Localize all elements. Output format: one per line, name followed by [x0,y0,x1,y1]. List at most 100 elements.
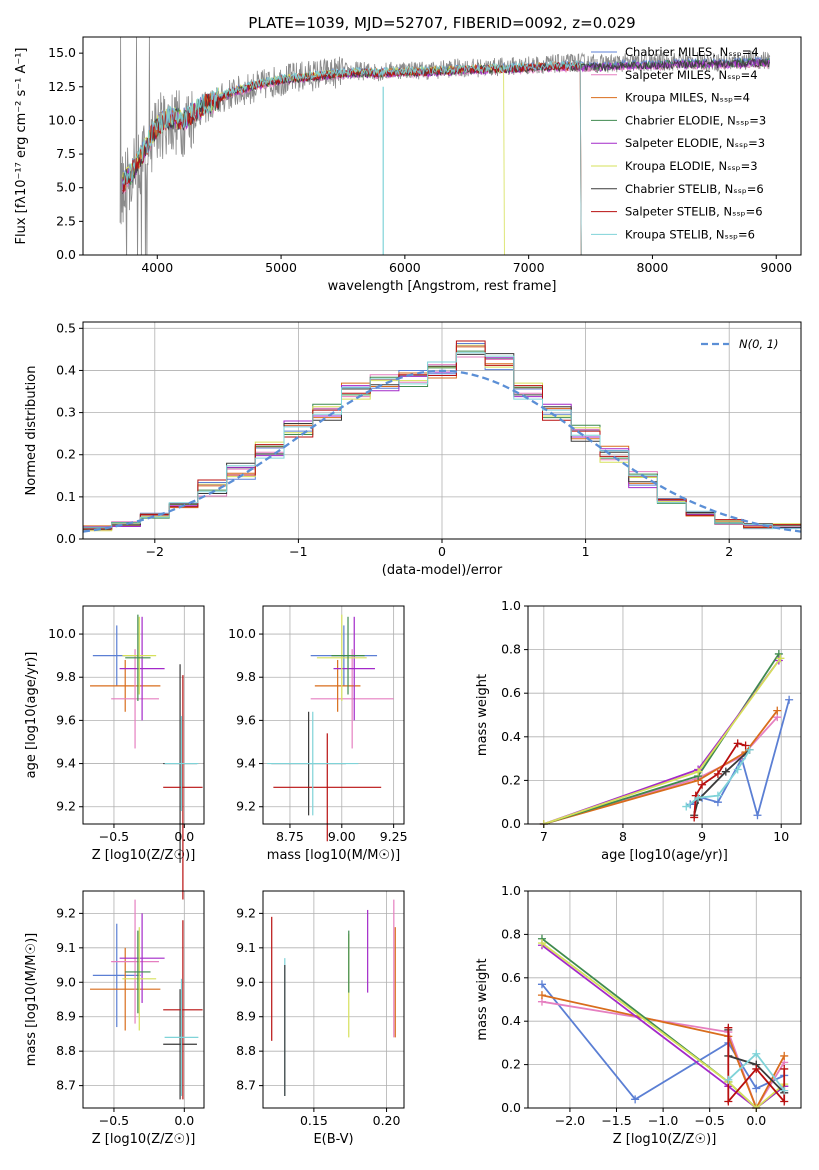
weight-marker [776,654,785,663]
legend-label: Kroupa MILES, Nₛₛₚ=4 [625,91,750,105]
weight-marker [741,741,750,750]
axes-frame [527,890,802,1109]
chart-age_vs_mass: 8.75 9.00 9.25 9.2 9.4 9.6 9.8 10.0 mass [log10(… [228,605,408,863]
gaussian-curve [82,369,802,533]
tick-label-x: 4000 [141,260,173,275]
weight-marker [721,767,730,776]
tick-label-y: 0.6 [501,970,521,985]
tick-label-y: 0.0 [56,247,76,262]
weight-marker [724,1075,733,1084]
tick-label-y: 9.2 [56,799,76,814]
tick-label-y: 9.6 [56,712,76,727]
tick-label-x: 9.25 [380,829,408,844]
tick-label-x: 0 [438,544,446,559]
weight-marker [752,1084,761,1093]
weight-marker [780,1086,789,1095]
tick-label-y: 0.2 [501,772,521,787]
tick-label-x: 7000 [513,260,545,275]
tick-label-x: 7 [540,829,548,844]
weight-marker [745,745,754,754]
chart-weight_vs_age: 7 8 9 10 0.0 0.2 0.4 0.6 0.8 1.0 age [log10(age/yr… [475,598,802,863]
tick-label-x: 2 [725,544,733,559]
weight-marker [694,767,703,776]
axis-label-y: mass weight [475,674,490,756]
tick-label-y: 0.5 [56,320,76,335]
axis-label-x: wavelength [Angstrom, rest frame] [328,279,557,294]
tick-label-y: 8.8 [236,1043,256,1058]
tick-label-x: 0.0 [746,1113,766,1128]
chart-weight_vs_Z: −2.0 −1.5 −1.0 −0.5 0.0 0.0 0.2 0.4 0.6 0.8 1.0 Z [… [475,883,802,1147]
tick-label-y: 0.8 [501,926,521,941]
axis-label-x: age [log10(age/yr)] [601,848,728,863]
axis-label-y: age [log10(age/yr)] [24,652,39,779]
tick-label-y: 0.2 [56,447,76,462]
axis-label-y: mass weight [475,958,490,1040]
histogram-step [83,352,801,530]
axes-frame [262,605,405,825]
weight-marker [537,980,546,989]
weight-marker [724,1097,733,1106]
tick-label-x: −0.5 [99,1113,129,1128]
tick-label-y: 15.0 [48,45,76,60]
tick-label-y: 0.3 [56,405,76,420]
histogram-step [83,340,801,530]
chart-spectrum: Chabrier MILES, Nₛₛₚ=4 Salpeter MILES, Nₛ… [14,36,802,294]
tick-label-y: 9.1 [56,940,76,955]
weight-marker [682,802,691,811]
tick-label-y: 0.0 [501,1100,521,1115]
weight-marker [752,1049,761,1058]
legend-label: Kroupa STELIB, Nₛₛₚ=6 [625,227,755,241]
tick-label-x: 0.15 [300,1113,328,1128]
spectrum-plot-area [119,37,771,255]
legend-label: Chabrier MILES, Nₛₛₚ=4 [625,45,759,59]
tick-label-x: 9 [698,829,706,844]
axis-label-x: Z [log10(Z/Z☉)] [613,1132,717,1147]
weight-marker [713,769,722,778]
tick-label-y: 8.7 [56,1078,76,1093]
tick-label-x: −1 [289,544,307,559]
weight-marker [537,991,546,1000]
weight-marker [753,811,762,820]
tick-label-y: 10.0 [228,626,256,641]
tick-label-y: 0.4 [501,729,521,744]
chart-mass_vs_Z: −0.5 0.0 8.7 8.8 8.9 9.0 9.1 9.2 Z [log10(Z/Z☉)]… [24,890,205,1147]
axis-label-x: mass [log10(M/M☉)] [267,848,400,863]
tick-label-x: 0.0 [174,1113,194,1128]
tick-label-x: −2 [146,544,164,559]
weight-line [543,653,780,825]
weight-line [543,657,782,825]
chart-age_vs_Z: −0.5 0.0 9.2 9.4 9.6 9.8 10.0 Z [log10(Z/Z☉)] ag… [24,605,205,900]
tick-label-y: 8.9 [236,1009,256,1024]
axis-label-y: Flux [fλ10⁻¹⁷ erg cm⁻² s⁻¹ A⁻¹] [14,48,29,245]
weight-marker [780,1051,789,1060]
weight-line [543,716,778,825]
axis-label-x: (data-model)/error [382,563,503,578]
tick-label-y: 12.5 [48,79,76,94]
tick-label-y: 1.0 [501,883,521,898]
tick-label-y: 8.8 [56,1043,76,1058]
weight-marker [537,939,546,948]
chart-residuals: N(0, 1) −2 −1 0 1 2 0.0 0.1 0.2 0.3 0.4 0.5 (data-mo… [24,320,802,578]
histogram-step [83,350,801,530]
tick-label-x: −1.5 [601,1113,631,1128]
weight-line [541,942,785,1110]
tick-label-x: 5000 [265,260,297,275]
axis-label-y: mass [log10(M/M☉)] [24,933,39,1066]
tick-label-y: 8.9 [56,1009,76,1024]
tick-label-x: −0.5 [695,1113,725,1128]
axes-frame [82,605,205,825]
tick-label-y: 0.8 [501,642,521,657]
weight-marker [631,1095,640,1104]
histogram-step [83,343,801,530]
tick-label-x: 9000 [760,260,792,275]
tick-label-y: 0.2 [501,1057,521,1072]
legend-label: Kroupa ELODIE, Nₛₛₚ=3 [625,159,758,173]
weight-line [693,749,751,816]
tick-label-y: 0.0 [56,531,76,546]
legend-label: Salpeter MILES, Nₛₛₚ=4 [625,68,758,82]
tick-label-y: 9.0 [56,974,76,989]
tick-label-y: 9.1 [236,940,256,955]
weight-marker [780,1097,789,1106]
legend-label: Chabrier ELODIE, Nₛₛₚ=3 [625,113,766,127]
tick-label-y: 0.0 [501,816,521,831]
